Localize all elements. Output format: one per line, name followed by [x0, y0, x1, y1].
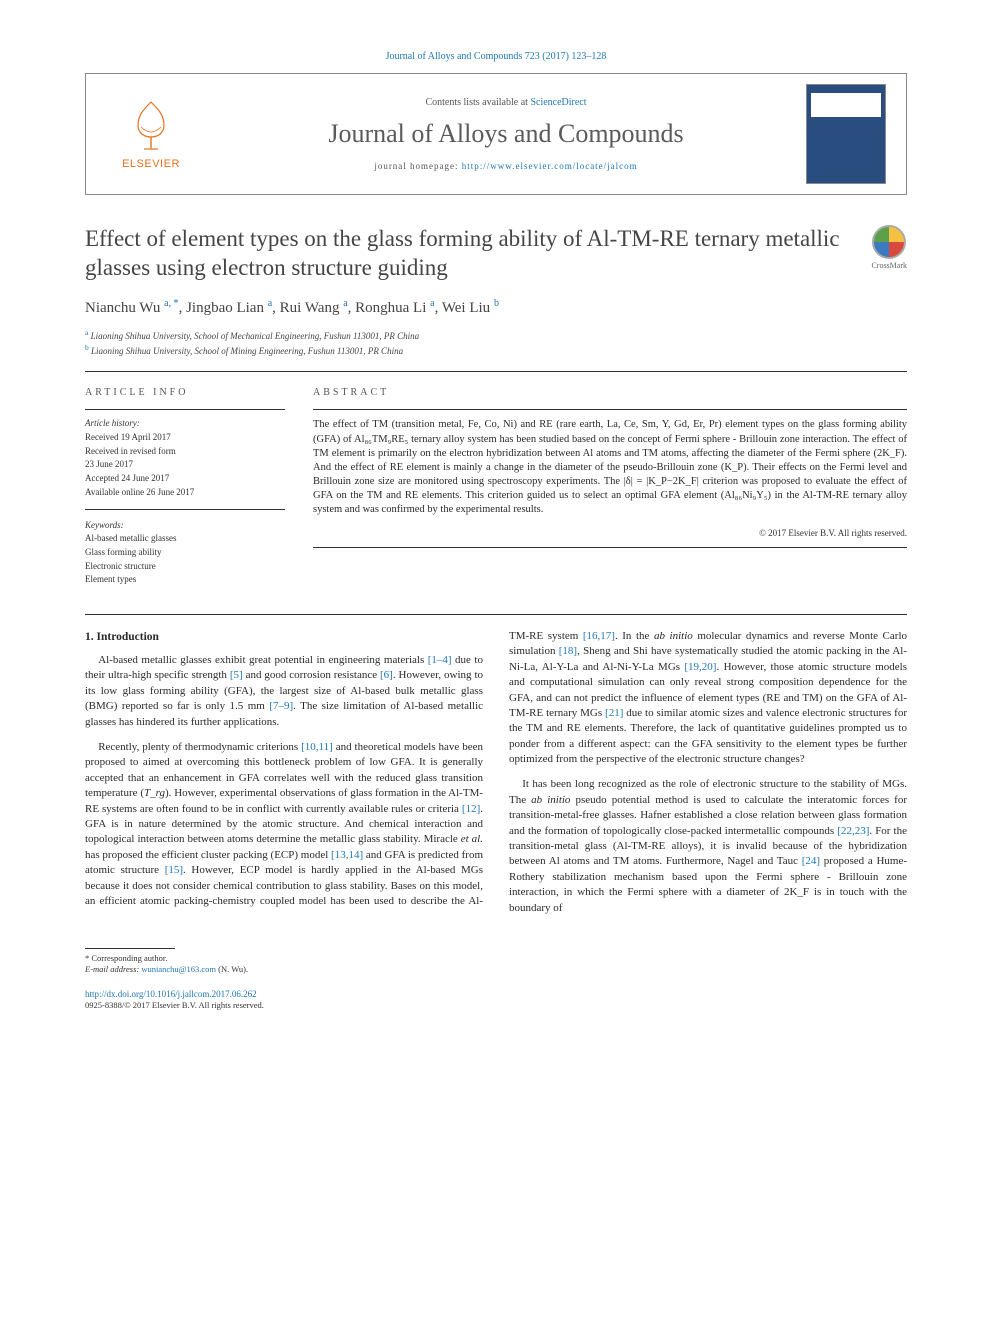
elsevier-logo: ELSEVIER — [96, 97, 206, 171]
ab-rule-2 — [313, 547, 907, 548]
contents-prefix: Contents lists available at — [425, 97, 530, 108]
var-trg: T_rg — [144, 787, 165, 799]
abstract-column: ABSTRACT The effect of TM (transition me… — [313, 386, 907, 588]
footnote-rule — [85, 948, 175, 949]
p1c: and good corrosion resistance — [243, 669, 380, 681]
ref-12[interactable]: [12] — [462, 803, 480, 815]
keyword-1: Al-based metallic glasses — [85, 533, 285, 545]
author-1-affil: a, * — [164, 298, 178, 309]
affil-b-sup: b — [85, 343, 89, 352]
p3b: . In the — [615, 630, 654, 642]
ref-18[interactable]: [18] — [559, 645, 577, 657]
ref-21[interactable]: [21] — [605, 707, 623, 719]
publisher-word: ELSEVIER — [122, 157, 180, 171]
corresponding-author: * Corresponding author. E-mail address: … — [85, 953, 907, 975]
author-5: , Wei Liu — [435, 300, 494, 316]
article-info-column: ARTICLE INFO Article history: Received 1… — [85, 386, 285, 588]
abstract-text: The effect of TM (transition metal, Fe, … — [313, 418, 907, 517]
keyword-2: Glass forming ability — [85, 547, 285, 559]
ref-5[interactable]: [5] — [230, 669, 243, 681]
ref-16-17[interactable]: [16,17] — [583, 630, 615, 642]
keyword-4: Element types — [85, 574, 285, 586]
p2e: has proposed the efficient cluster packi… — [85, 849, 331, 861]
doi-link[interactable]: http://dx.doi.org/10.1016/j.jallcom.2017… — [85, 989, 257, 999]
journal-name: Journal of Alloys and Compounds — [216, 117, 796, 151]
ref-19-20[interactable]: [19,20] — [684, 661, 716, 673]
p1a: Al-based metallic glasses exhibit great … — [98, 654, 428, 666]
ref-7-9[interactable]: [7–9] — [269, 700, 293, 712]
history-accepted: Accepted 24 June 2017 — [85, 473, 285, 485]
author-4: , Ronghua Li — [348, 300, 431, 316]
affiliations: a Liaoning Shihua University, School of … — [85, 328, 907, 357]
etal: et al. — [461, 833, 483, 845]
ai-rule — [85, 409, 285, 410]
p2g: . However, ECP model is hardly applied i… — [183, 864, 416, 876]
masthead-center: Contents lists available at ScienceDirec… — [216, 96, 796, 172]
history-received: Received 19 April 2017 — [85, 432, 285, 444]
masthead: ELSEVIER Contents lists available at Sci… — [85, 73, 907, 195]
affil-b: Liaoning Shihua University, School of Mi… — [91, 346, 403, 356]
history-label: Article history: — [85, 418, 285, 430]
author-1: Nianchu Wu — [85, 300, 164, 316]
divider-2 — [85, 614, 907, 615]
keyword-3: Electronic structure — [85, 561, 285, 573]
email-label: E-mail address: — [85, 964, 139, 974]
journal-cover-thumb: ALLOYS AND COMPOUNDS — [806, 84, 886, 184]
history-revised1: Received in revised form — [85, 446, 285, 458]
homepage-prefix: journal homepage: — [374, 161, 461, 171]
authors-line: Nianchu Wu a, *, Jingbao Lian a, Rui Wan… — [85, 297, 907, 319]
body-text: 1. Introduction Al-based metallic glasse… — [85, 629, 907, 918]
history-online: Available online 26 June 2017 — [85, 487, 285, 499]
article-title: Effect of element types on the glass for… — [85, 225, 853, 283]
ref-10-11[interactable]: [10,11] — [301, 741, 333, 753]
abinitio-2: ab initio — [531, 794, 570, 806]
abstract-head: ABSTRACT — [313, 386, 907, 399]
homepage-link[interactable]: http://www.elsevier.com/locate/jalcom — [462, 161, 638, 171]
abinitio-1: ab initio — [654, 630, 693, 642]
ai-rule-2 — [85, 509, 285, 510]
author-5-affil: b — [494, 298, 499, 309]
ref-13-14[interactable]: [13,14] — [331, 849, 363, 861]
email-paren: (N. Wu). — [216, 964, 248, 974]
ref-22-23[interactable]: [22,23] — [837, 825, 869, 837]
affil-a: Liaoning Shihua University, School of Me… — [91, 331, 420, 341]
footer: * Corresponding author. E-mail address: … — [85, 948, 907, 1012]
email-link[interactable]: wunianchu@163.com — [141, 964, 216, 974]
corr-label: * Corresponding author. — [85, 953, 907, 964]
ref-15[interactable]: [15] — [165, 864, 183, 876]
history-revised2: 23 June 2017 — [85, 459, 285, 471]
elsevier-tree-icon — [126, 97, 176, 157]
issn-copyright: 0925-8388/© 2017 Elsevier B.V. All right… — [85, 1000, 907, 1011]
doi-block: http://dx.doi.org/10.1016/j.jallcom.2017… — [85, 989, 907, 1012]
sciencedirect-link[interactable]: ScienceDirect — [530, 97, 586, 108]
article-info-head: ARTICLE INFO — [85, 386, 285, 399]
contents-line: Contents lists available at ScienceDirec… — [216, 96, 796, 109]
author-2: , Jingbao Lian — [179, 300, 268, 316]
homepage-line: journal homepage: http://www.elsevier.co… — [216, 161, 796, 173]
author-3: , Rui Wang — [272, 300, 343, 316]
affil-a-sup: a — [85, 328, 88, 337]
ref-1-4[interactable]: [1–4] — [428, 654, 452, 666]
divider — [85, 371, 907, 372]
ref-6[interactable]: [6] — [380, 669, 393, 681]
crossmark-icon — [872, 225, 906, 259]
abstract-copyright: © 2017 Elsevier B.V. All rights reserved… — [313, 528, 907, 540]
keywords-label: Keywords: — [85, 520, 285, 532]
cover-text: ALLOYS AND COMPOUNDS — [813, 95, 885, 111]
crossmark-label: CrossMark — [871, 261, 907, 271]
ab-rule — [313, 409, 907, 410]
citation-line: Journal of Alloys and Compounds 723 (201… — [85, 50, 907, 63]
crossmark[interactable]: CrossMark — [871, 225, 907, 271]
section-1-head: 1. Introduction — [85, 629, 483, 645]
p2a: Recently, plenty of thermodynamic criter… — [98, 741, 301, 753]
ref-24[interactable]: [24] — [802, 855, 820, 867]
